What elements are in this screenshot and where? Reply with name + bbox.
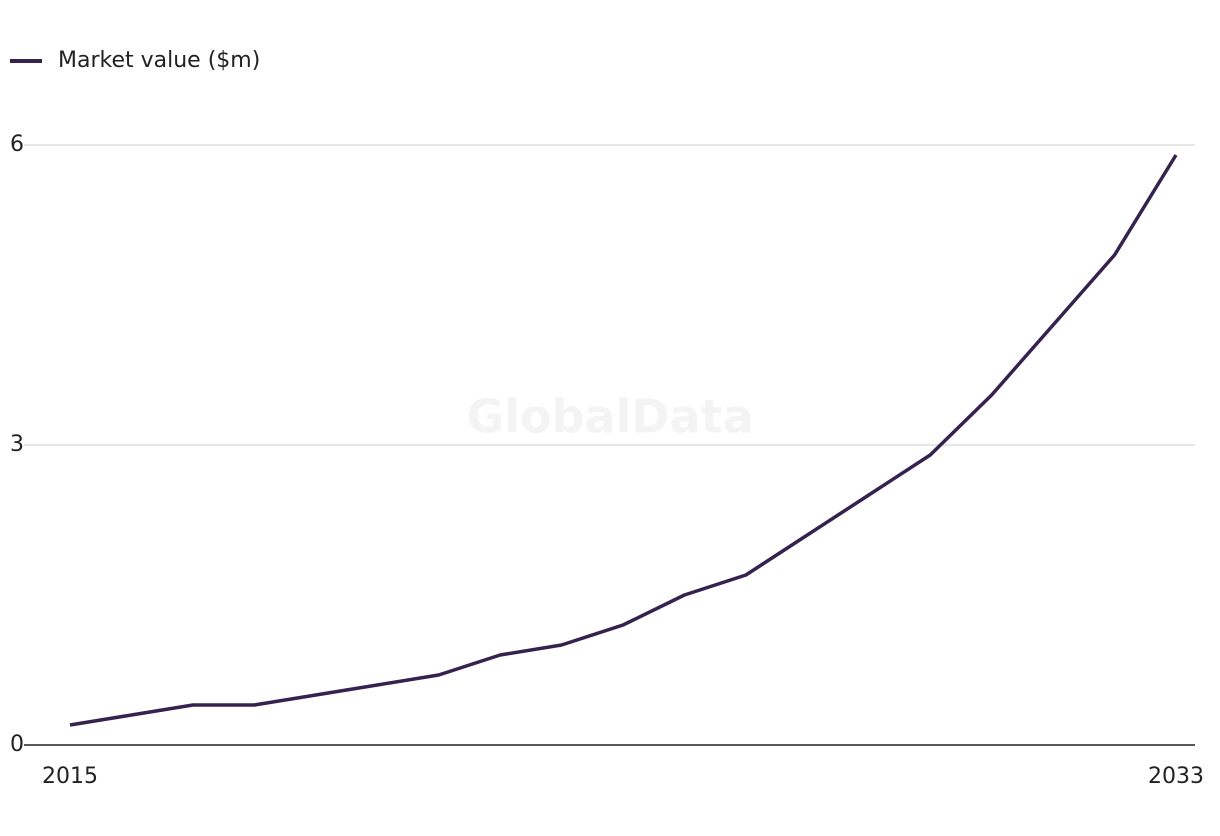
x-tick-label: 2033 <box>1148 764 1204 789</box>
y-tick-label: 0 <box>10 732 24 757</box>
series-line <box>69 154 1178 727</box>
legend-label: Market value ($m) <box>58 48 260 73</box>
y-tick-label: 6 <box>10 132 24 157</box>
y-tick-label: 3 <box>10 432 24 457</box>
watermark: GlobalData <box>466 390 753 444</box>
x-tick-label: 2015 <box>42 764 98 789</box>
